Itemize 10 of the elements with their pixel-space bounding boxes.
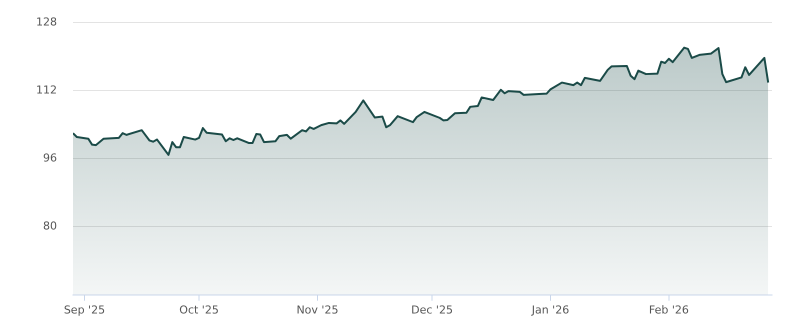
y-tick-label: 80	[42, 220, 57, 233]
x-tick-label: Oct '25	[179, 303, 219, 316]
x-tick-label: Sep '25	[64, 303, 106, 316]
x-tick-label: Feb '26	[648, 303, 689, 316]
x-tick-label: Dec '25	[411, 303, 453, 316]
y-tick-label: 96	[42, 152, 57, 165]
y-tick-label: 128	[36, 15, 57, 28]
x-tick-label: Jan '26	[530, 303, 570, 316]
y-tick-label: 112	[36, 84, 57, 97]
x-tick-label: Nov '25	[296, 303, 338, 316]
